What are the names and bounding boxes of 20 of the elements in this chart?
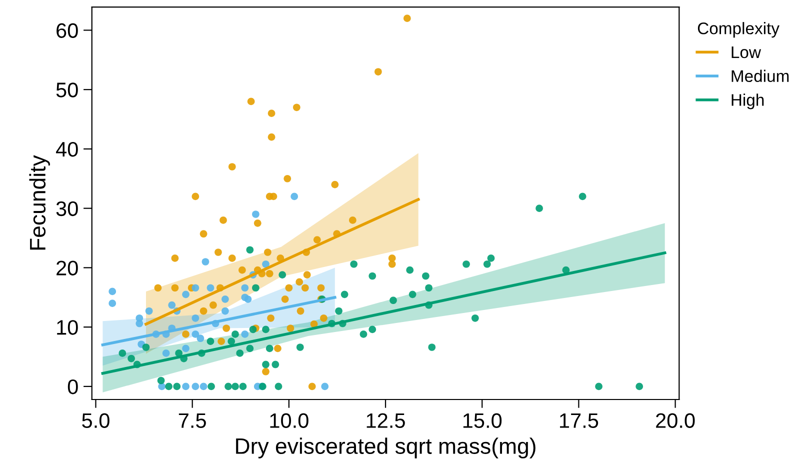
x-tick-label: 20.0 — [656, 413, 695, 428]
legend-label: Medium — [732, 70, 789, 82]
legend-label: High — [732, 94, 764, 110]
x-tick-label: 7.5 — [178, 413, 206, 428]
x-axis-title: Dry eviscerated sqrt mass(mg) — [236, 438, 536, 458]
legend-title: Complexity — [698, 22, 780, 38]
x-tick-label: 17.5 — [560, 413, 598, 428]
y-tick-label: 40 — [56, 142, 78, 157]
y-tick-label: 50 — [56, 82, 78, 98]
x-tick-label: 5.0 — [82, 413, 110, 428]
x-tick-label: 12.5 — [366, 413, 405, 428]
y-tick-label: 30 — [56, 201, 78, 216]
legend-label: Low — [732, 46, 762, 58]
y-tick-label: 0 — [68, 379, 78, 394]
y-tick-label: 20 — [56, 260, 78, 276]
x-tick-label: 10.0 — [270, 413, 308, 428]
y-tick-label: 10 — [57, 320, 78, 335]
y-tick-label: 60 — [56, 23, 78, 38]
x-tick-label: 15.0 — [463, 413, 502, 428]
y-axis-title: Fecundity — [29, 155, 50, 250]
